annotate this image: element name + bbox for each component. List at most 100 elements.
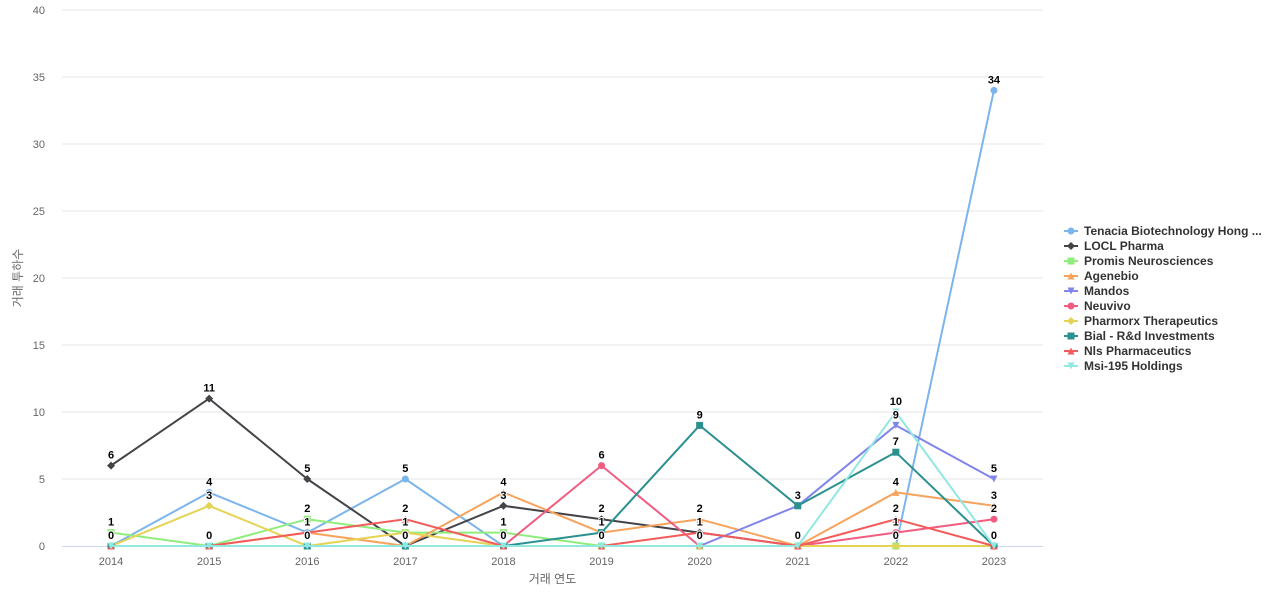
data-label: 1 — [697, 517, 703, 529]
legend-item[interactable]: Bial - R&d Investments — [1064, 329, 1215, 343]
legend-item[interactable]: Pharmorx Therapeutics — [1064, 314, 1218, 328]
data-point-triangle-down — [892, 408, 900, 416]
x-tick-label: 2019 — [589, 556, 613, 568]
legend-item[interactable]: Agenebio — [1064, 269, 1139, 283]
legend-marker — [1067, 257, 1075, 265]
data-label: 2 — [991, 503, 997, 515]
data-point-triangle-down — [696, 542, 704, 550]
legend-label: Agenebio — [1084, 269, 1139, 283]
data-label: 1 — [108, 517, 114, 529]
data-label: 9 — [697, 409, 703, 421]
legend-marker — [1067, 362, 1075, 370]
legend-item[interactable]: LOCL Pharma — [1064, 239, 1164, 253]
x-tick-label: 2020 — [687, 556, 711, 568]
data-point-triangle-down — [499, 542, 507, 550]
data-label: 4 — [893, 476, 900, 488]
y-tick-label: 25 — [33, 206, 45, 218]
y-tick-label: 30 — [33, 139, 45, 151]
x-tick-label: 2017 — [393, 556, 417, 568]
legend-item[interactable]: Msi-195 Holdings — [1064, 359, 1183, 373]
y-tick-label: 10 — [33, 407, 45, 419]
x-tick-label: 2018 — [491, 556, 515, 568]
data-point-triangle — [499, 488, 507, 496]
series-1 — [107, 394, 998, 550]
legend-item[interactable]: Mandos — [1064, 284, 1130, 298]
data-point-square — [107, 529, 115, 537]
data-label: 11 — [203, 383, 215, 395]
legend-item[interactable]: Promis Neurosciences — [1064, 254, 1214, 268]
data-label: 6 — [108, 450, 114, 462]
data-point-triangle-down — [990, 542, 998, 550]
data-point-triangle-down — [598, 542, 606, 550]
data-label: 0 — [795, 530, 801, 542]
data-label: 1 — [598, 517, 604, 529]
legend-marker — [1067, 347, 1075, 355]
legend: Tenacia Biotechnology Hong ...LOCL Pharm… — [1064, 224, 1262, 373]
data-point-triangle — [892, 515, 900, 523]
data-label: 0 — [402, 530, 408, 542]
x-tick-label: 2015 — [197, 556, 221, 568]
data-label: 1 — [304, 517, 310, 529]
y-tick-label: 5 — [39, 474, 45, 486]
legend-item[interactable]: Nls Pharmaceutics — [1064, 344, 1192, 358]
data-label: 1 — [500, 517, 506, 529]
data-point-diamond — [891, 542, 900, 550]
legend-label: Nls Pharmaceutics — [1084, 344, 1192, 358]
legend-item[interactable]: Tenacia Biotechnology Hong ... — [1064, 224, 1262, 238]
legend-marker — [1067, 287, 1075, 295]
series-0 — [107, 86, 998, 550]
legend-marker — [1067, 332, 1075, 340]
data-label: 5 — [402, 463, 408, 475]
data-label: 3 — [206, 490, 212, 502]
x-axis-title: 거래 연도 — [529, 572, 577, 586]
data-point-square — [892, 448, 900, 456]
legend-marker — [1067, 317, 1075, 325]
data-point-triangle — [892, 488, 900, 496]
data-point-diamond — [597, 515, 606, 524]
data-point-circle — [205, 488, 213, 496]
data-label: 2 — [893, 503, 899, 515]
y-tick-label: 35 — [33, 72, 45, 84]
legend-marker — [1067, 272, 1075, 280]
series-4 — [107, 421, 998, 550]
data-point-triangle — [696, 515, 704, 523]
data-label: 0 — [500, 530, 506, 542]
series-line — [110, 89, 995, 547]
data-label: 0 — [304, 530, 310, 542]
series-line — [110, 397, 995, 547]
data-point-square — [303, 515, 311, 523]
data-point-triangle — [303, 529, 311, 537]
data-point-circle — [990, 515, 998, 523]
data-label: 3 — [795, 490, 801, 502]
data-label: 5 — [991, 463, 997, 475]
data-point-square — [696, 421, 704, 429]
series-8 — [107, 515, 998, 550]
data-label: 2 — [304, 503, 310, 515]
data-point-triangle-down — [205, 542, 213, 550]
data-label: 6 — [598, 450, 604, 462]
legend-label: Pharmorx Therapeutics — [1084, 314, 1218, 328]
x-axis-ticks: 2014 2015 2016 2017 2018 2019 2020 2021 2022 2023 — [99, 556, 1006, 568]
data-point-triangle — [401, 515, 409, 523]
data-point-triangle — [696, 529, 704, 537]
data-label: 7 — [893, 436, 899, 448]
series-7 — [107, 421, 998, 550]
data-label: 9 — [893, 409, 899, 421]
data-label: 1 — [893, 517, 899, 529]
data-label: 0 — [893, 530, 899, 542]
series-line — [110, 518, 995, 547]
data-label: 0 — [206, 530, 212, 542]
x-tick-label: 2016 — [295, 556, 319, 568]
x-tick-label: 2023 — [982, 556, 1006, 568]
data-point-triangle — [990, 502, 998, 510]
legend-marker — [1067, 302, 1075, 310]
data-label: 3 — [500, 490, 506, 502]
data-point-circle — [892, 529, 900, 537]
legend-item[interactable]: Neuvivo — [1064, 299, 1131, 313]
data-label: 10 — [890, 396, 902, 408]
data-label: 2 — [402, 503, 408, 515]
data-label: 34 — [988, 74, 1001, 86]
x-tick-label: 2021 — [786, 556, 810, 568]
data-point-diamond — [205, 501, 214, 510]
